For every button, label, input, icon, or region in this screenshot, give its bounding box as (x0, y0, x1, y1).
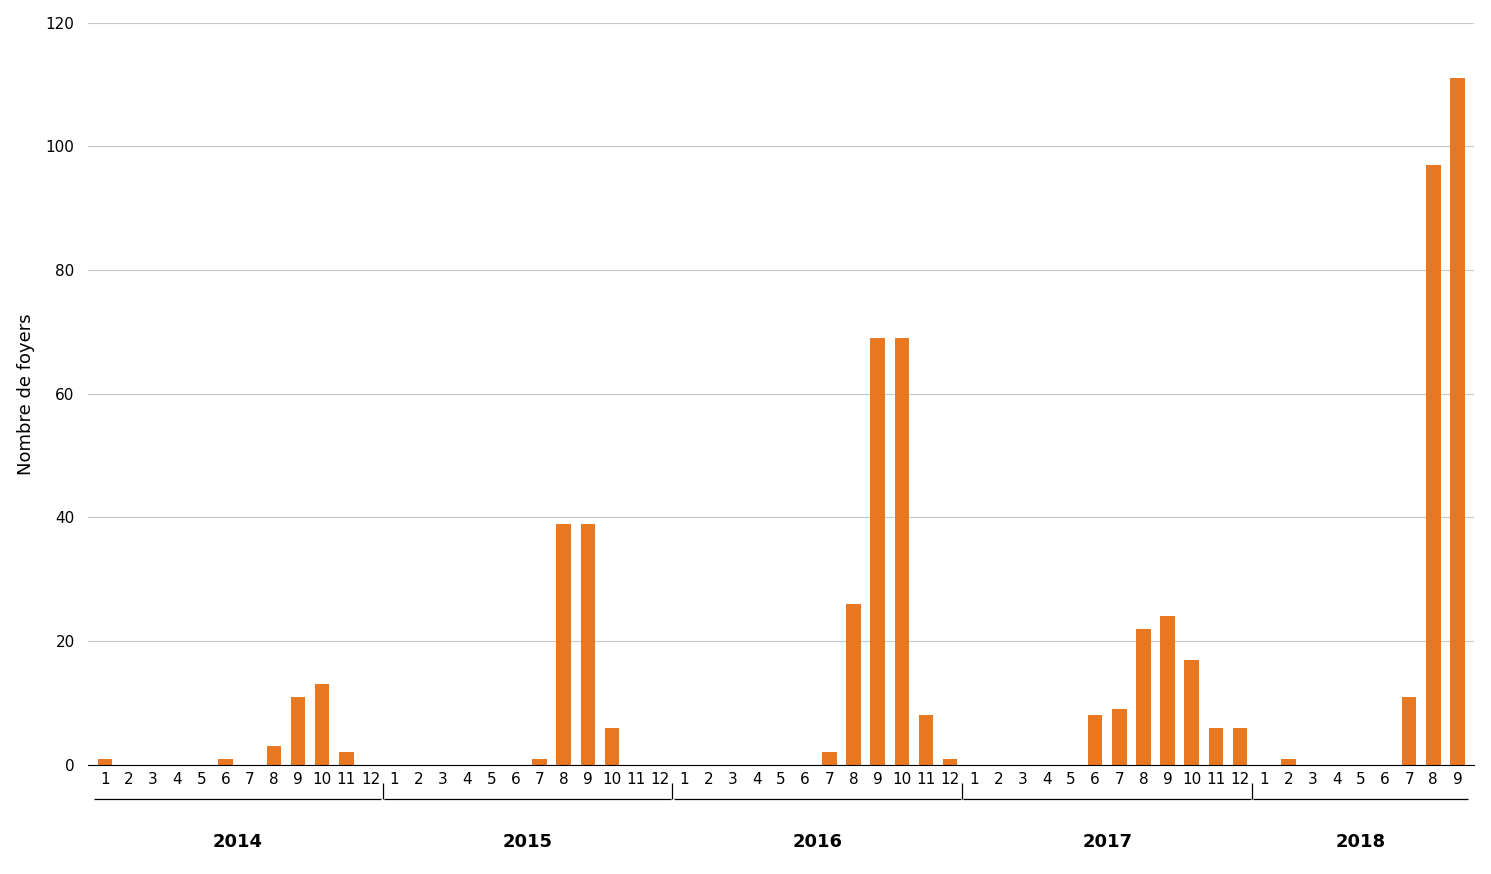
Bar (822, 753, 836, 765)
Bar (532, 759, 547, 765)
Bar (871, 338, 886, 765)
Bar (1402, 697, 1416, 765)
Text: 2016: 2016 (792, 833, 842, 850)
Text: 2018: 2018 (1336, 833, 1385, 850)
Bar (942, 759, 957, 765)
Y-axis label: Nombre de foyers: Nombre de foyers (16, 313, 34, 475)
Bar (1184, 660, 1199, 765)
Text: 2014: 2014 (213, 833, 262, 850)
Bar (918, 715, 933, 765)
Bar (1451, 79, 1464, 765)
Bar (1088, 715, 1102, 765)
Bar (847, 604, 860, 765)
Bar (1281, 759, 1296, 765)
Text: 2015: 2015 (502, 833, 553, 850)
Bar (97, 759, 112, 765)
Bar (1425, 165, 1440, 765)
Bar (315, 684, 330, 765)
Bar (1160, 616, 1175, 765)
Bar (291, 697, 306, 765)
Bar (1209, 728, 1223, 765)
Bar (267, 746, 282, 765)
Bar (895, 338, 910, 765)
Bar (1136, 628, 1151, 765)
Bar (1112, 709, 1127, 765)
Text: 2017: 2017 (1082, 833, 1132, 850)
Bar (605, 728, 619, 765)
Bar (218, 759, 233, 765)
Bar (338, 753, 353, 765)
Bar (1233, 728, 1248, 765)
Bar (556, 524, 571, 765)
Bar (580, 524, 595, 765)
